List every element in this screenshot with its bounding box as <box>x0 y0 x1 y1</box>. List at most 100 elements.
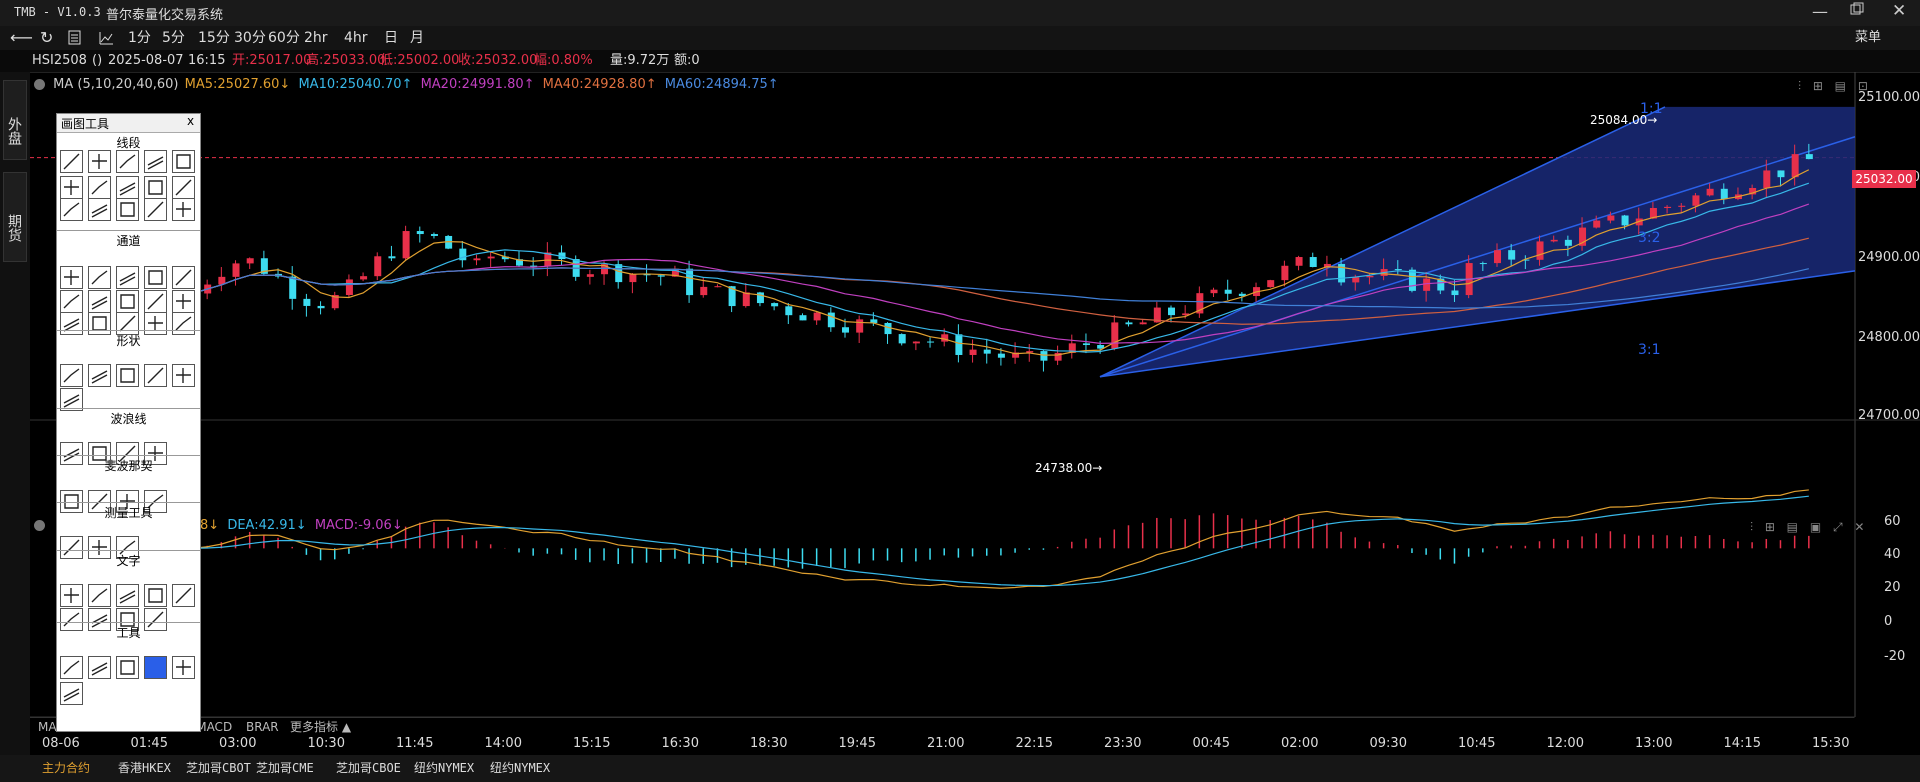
draw-tool-icon[interactable] <box>116 584 139 607</box>
period-tab-8[interactable]: 月 <box>410 30 424 46</box>
draw-tool-icon[interactable] <box>60 656 83 679</box>
draw-tool-icon[interactable] <box>172 312 195 335</box>
draw-tool-icon[interactable] <box>172 176 195 199</box>
draw-tool-icon[interactable] <box>116 536 139 559</box>
draw-tool-icon[interactable] <box>116 490 139 513</box>
candle-body <box>1097 345 1105 349</box>
draw-tool-icon[interactable] <box>116 198 139 221</box>
draw-tool-icon[interactable] <box>88 266 111 289</box>
draw-tool-icon[interactable] <box>172 150 195 173</box>
period-tab-4[interactable]: 60分 <box>268 30 300 46</box>
draw-tool-icon[interactable] <box>88 584 111 607</box>
draw-tool-icon[interactable] <box>88 656 111 679</box>
macd-collapse-icon[interactable] <box>34 520 45 531</box>
draw-tool-icon[interactable] <box>60 150 83 173</box>
exchange-item-6[interactable]: 纽约NYMEX <box>490 761 551 775</box>
document-icon[interactable] <box>68 26 82 50</box>
draw-tool-icon[interactable] <box>144 442 167 465</box>
draw-tool-icon[interactable] <box>116 150 139 173</box>
minimize-icon[interactable]: — <box>1812 2 1828 21</box>
draw-tool-icon[interactable] <box>60 312 83 335</box>
period-tab-5[interactable]: 2hr <box>304 30 328 46</box>
collapse-icon[interactable] <box>34 79 45 90</box>
close-icon[interactable]: ✕ <box>1892 1 1907 21</box>
back-arrow-icon[interactable]: ⟵ <box>10 28 33 47</box>
draw-tool-icon[interactable] <box>116 656 139 679</box>
period-tab-3[interactable]: 30分 <box>234 30 266 46</box>
draw-tool-icon[interactable] <box>172 364 195 387</box>
draw-tool-icon[interactable] <box>144 584 167 607</box>
draw-tool-icon[interactable] <box>144 490 167 513</box>
draw-tool-icon[interactable] <box>60 176 83 199</box>
draw-tool-icon[interactable] <box>144 364 167 387</box>
exchange-item-5[interactable]: 纽约NYMEX <box>414 761 475 775</box>
draw-tool-icon[interactable] <box>60 584 83 607</box>
draw-tool-icon[interactable] <box>88 608 111 631</box>
draw-tool-icon[interactable] <box>116 608 139 631</box>
drawing-tools-close[interactable]: x <box>187 114 195 128</box>
period-tab-7[interactable]: 日 <box>384 30 398 46</box>
draw-tool-icon[interactable] <box>172 656 195 679</box>
main-chart-tools[interactable]: ⫶ ⊞ ▤ ⊡ <box>1798 79 1872 93</box>
draw-tool-icon[interactable] <box>88 290 111 313</box>
exchange-item-2[interactable]: 芝加哥CBOT <box>186 761 251 775</box>
draw-tool-icon[interactable] <box>144 290 167 313</box>
draw-tool-icon[interactable] <box>88 150 111 173</box>
draw-tool-icon[interactable] <box>60 388 83 411</box>
indicator-tab-5[interactable]: BRAR <box>246 720 279 734</box>
draw-tool-icon[interactable] <box>60 290 83 313</box>
draw-tool-icon[interactable] <box>60 608 83 631</box>
draw-tool-icon[interactable] <box>116 364 139 387</box>
line-chart-icon[interactable] <box>98 26 114 50</box>
draw-tool-icon[interactable] <box>88 198 111 221</box>
draw-tool-icon[interactable] <box>60 198 83 221</box>
draw-tool-icon[interactable] <box>172 198 195 221</box>
exchange-item-4[interactable]: 芝加哥CBOE <box>336 761 401 775</box>
tool-section-5: 测量工具 <box>104 506 153 520</box>
restore-icon[interactable] <box>1850 2 1864 15</box>
candle-body <box>1394 269 1402 271</box>
draw-tool-icon[interactable] <box>144 198 167 221</box>
menu-button[interactable]: 菜单 <box>1855 30 1882 45</box>
draw-tool-icon[interactable] <box>172 290 195 313</box>
draw-tool-icon[interactable] <box>116 312 139 335</box>
exchange-item-1[interactable]: 香港HKEX <box>118 761 171 775</box>
draw-tool-icon[interactable] <box>172 584 195 607</box>
tab-futures[interactable]: 期货 <box>3 172 27 262</box>
draw-tool-icon[interactable] <box>116 290 139 313</box>
indicator-tab-6[interactable]: 更多指标 ▲ <box>290 720 352 734</box>
draw-tool-icon[interactable] <box>144 176 167 199</box>
refresh-icon[interactable]: ↻ <box>40 28 54 47</box>
draw-tool-icon[interactable] <box>88 442 111 465</box>
draw-tool-icon[interactable] <box>144 150 167 173</box>
draw-tool-icon[interactable] <box>144 266 167 289</box>
period-tab-0[interactable]: 1分 <box>128 30 151 46</box>
draw-tool-icon[interactable] <box>88 176 111 199</box>
macd-chart-tools[interactable]: ⫶ ⊞ ▤ ▣ ⤢ ✕ <box>1750 520 1869 534</box>
draw-tool-icon[interactable] <box>88 536 111 559</box>
period-tab-6[interactable]: 4hr <box>344 30 368 46</box>
draw-tool-icon[interactable] <box>88 364 111 387</box>
drawing-tools-title: 画图工具 <box>61 117 110 131</box>
draw-tool-icon[interactable] <box>144 312 167 335</box>
period-tab-1[interactable]: 5分 <box>162 30 185 46</box>
period-tab-2[interactable]: 15分 <box>198 30 230 46</box>
draw-tool-icon[interactable] <box>144 608 167 631</box>
exchange-item-3[interactable]: 芝加哥CME <box>256 761 314 775</box>
chart-area[interactable]: 25084.00→ 24738.00→ 1:1 3:2 3:1 <box>30 72 1920 755</box>
tab-foreign-market[interactable]: 外盘 <box>3 80 27 160</box>
draw-tool-icon[interactable] <box>60 442 83 465</box>
time-label: 21:00 <box>927 736 965 751</box>
draw-tool-icon[interactable] <box>116 266 139 289</box>
exchange-item-0[interactable]: 主力合约 <box>42 761 91 775</box>
draw-tool-icon[interactable] <box>144 656 167 679</box>
draw-tool-icon[interactable] <box>116 176 139 199</box>
draw-tool-icon[interactable] <box>116 442 139 465</box>
draw-tool-icon[interactable] <box>60 364 83 387</box>
draw-tool-icon[interactable] <box>60 682 83 705</box>
draw-tool-icon[interactable] <box>172 266 195 289</box>
draw-tool-icon[interactable] <box>88 490 111 513</box>
draw-tool-icon[interactable] <box>60 536 83 559</box>
draw-tool-icon[interactable] <box>60 490 83 513</box>
draw-tool-icon[interactable] <box>60 266 83 289</box>
